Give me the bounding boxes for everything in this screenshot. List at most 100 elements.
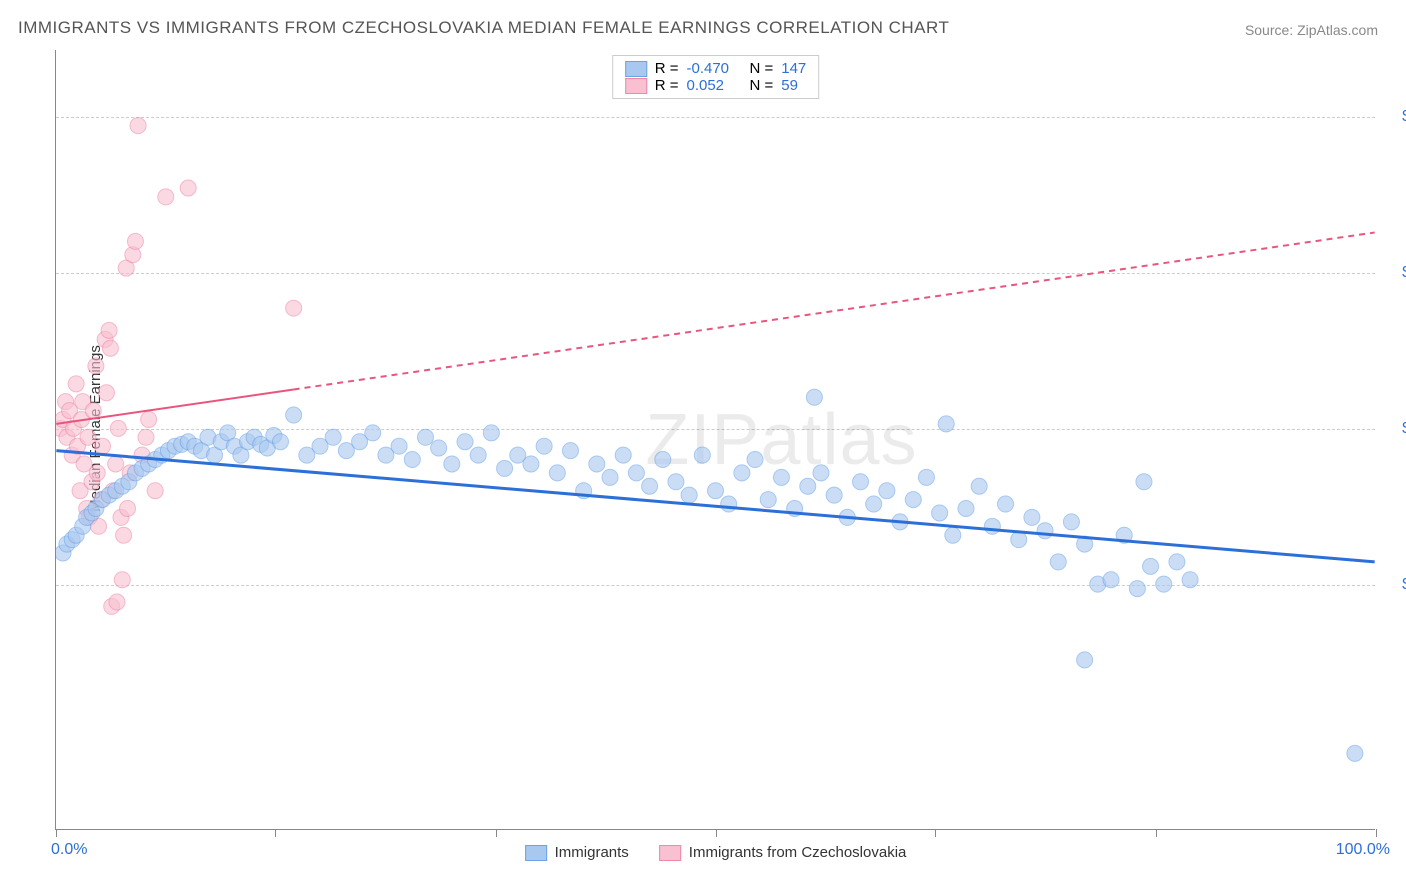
swatch-immigrants (625, 61, 647, 77)
legend-r-value: -0.470 (686, 60, 741, 77)
x-tick (56, 829, 57, 837)
legend-r-value: 0.052 (686, 77, 741, 94)
data-point (457, 434, 473, 450)
data-point (938, 416, 954, 432)
data-point (721, 496, 737, 512)
data-point (971, 478, 987, 494)
x-tick (716, 829, 717, 837)
legend-r-label: R = (655, 77, 679, 94)
data-point (800, 478, 816, 494)
swatch-immigrants-icon (525, 845, 547, 861)
legend-r-label: R = (655, 60, 679, 77)
data-point (694, 447, 710, 463)
data-point (734, 465, 750, 481)
data-point (1129, 581, 1145, 597)
data-point (773, 469, 789, 485)
data-point (108, 456, 124, 472)
legend-n-label: N = (749, 77, 773, 94)
data-point (853, 474, 869, 490)
data-point (760, 492, 776, 508)
data-point (602, 469, 618, 485)
legend-label: Immigrants (555, 844, 629, 861)
data-point (984, 518, 1000, 534)
data-point (536, 438, 552, 454)
data-point (549, 465, 565, 481)
data-point (325, 429, 341, 445)
data-point (114, 572, 130, 588)
data-point (523, 456, 539, 472)
data-point (681, 487, 697, 503)
data-point (130, 118, 146, 134)
data-point (1156, 576, 1172, 592)
data-point (365, 425, 381, 441)
swatch-czech (625, 78, 647, 94)
data-point (1077, 652, 1093, 668)
data-point (1063, 514, 1079, 530)
data-point (806, 389, 822, 405)
data-point (158, 189, 174, 205)
legend-n-label: N = (749, 60, 773, 77)
legend-row-czech: R = 0.052 N = 59 (625, 77, 807, 94)
correlation-legend: R = -0.470 N = 147 R = 0.052 N = 59 (612, 55, 820, 99)
data-point (1347, 745, 1363, 761)
data-point (918, 469, 934, 485)
data-point (116, 527, 132, 543)
data-point (998, 496, 1014, 512)
data-point (497, 460, 513, 476)
data-point (272, 434, 288, 450)
data-point (708, 483, 724, 499)
data-point (1169, 554, 1185, 570)
data-point (180, 180, 196, 196)
x-axis-max-label: 100.0% (1336, 841, 1390, 859)
data-point (866, 496, 882, 512)
data-point (417, 429, 433, 445)
data-point (94, 438, 110, 454)
data-point (1103, 572, 1119, 588)
data-point (89, 465, 105, 481)
x-tick (496, 829, 497, 837)
data-point (80, 429, 96, 445)
chart-title: IMMIGRANTS VS IMMIGRANTS FROM CZECHOSLOV… (18, 18, 949, 38)
x-tick (935, 829, 936, 837)
legend-label: Immigrants from Czechoslovakia (689, 844, 907, 861)
source-attribution: Source: ZipAtlas.com (1245, 22, 1378, 38)
data-point (1037, 523, 1053, 539)
x-tick (1156, 829, 1157, 837)
data-point (101, 322, 117, 338)
data-point (826, 487, 842, 503)
data-point (85, 403, 101, 419)
data-point (628, 465, 644, 481)
data-point (1011, 532, 1027, 548)
data-point (391, 438, 407, 454)
legend-item-immigrants: Immigrants (525, 844, 629, 861)
data-point (668, 474, 684, 490)
data-point (1143, 558, 1159, 574)
data-point (958, 501, 974, 517)
data-point (444, 456, 460, 472)
data-point (1182, 572, 1198, 588)
x-tick (275, 829, 276, 837)
series-legend: Immigrants Immigrants from Czechoslovaki… (525, 844, 907, 861)
data-point (68, 376, 84, 392)
data-point (470, 447, 486, 463)
legend-row-immigrants: R = -0.470 N = 147 (625, 60, 807, 77)
swatch-czech-icon (659, 845, 681, 861)
data-point (98, 385, 114, 401)
y-tick-label: $45,000 (1380, 420, 1406, 438)
data-point (141, 411, 157, 427)
scatter-plot-svg (56, 50, 1375, 829)
data-point (589, 456, 605, 472)
data-point (747, 452, 763, 468)
data-point (1136, 474, 1152, 490)
legend-n-value: 59 (781, 77, 798, 94)
data-point (404, 452, 420, 468)
data-point (945, 527, 961, 543)
data-point (932, 505, 948, 521)
legend-item-czech: Immigrants from Czechoslovakia (659, 844, 907, 861)
y-tick-label: $27,500 (1380, 576, 1406, 594)
trend-line-dashed (294, 233, 1375, 390)
x-axis-min-label: 0.0% (51, 841, 87, 859)
data-point (562, 443, 578, 459)
y-tick-label: $62,500 (1380, 264, 1406, 282)
chart-plot-area: ZIPatlas R = -0.470 N = 147 R = 0.052 N … (55, 50, 1375, 830)
